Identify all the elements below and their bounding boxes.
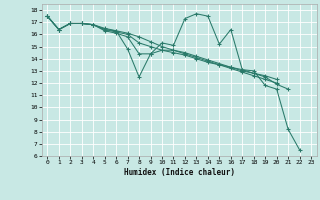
X-axis label: Humidex (Indice chaleur): Humidex (Indice chaleur) [124,168,235,177]
